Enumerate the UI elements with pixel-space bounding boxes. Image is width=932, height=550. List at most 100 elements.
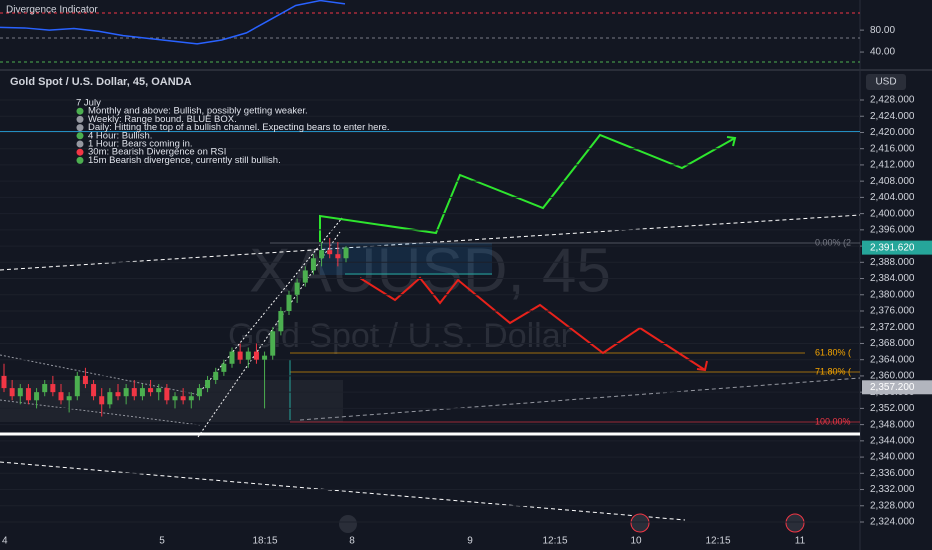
note-text: Monthly and above: Bullish, possibly get… [88,106,308,117]
indicator-title: Divergence Indicator [6,5,98,16]
y-tick-label: 2,352.000 [870,403,915,414]
currency[interactable]: USD [875,77,896,88]
candle-body [327,250,333,255]
y-tick-label: 2,420.000 [870,127,915,138]
y-tick-label: 2,400.000 [870,208,915,219]
note-icon [76,124,84,132]
y-tick-label: 2,328.000 [870,500,915,511]
note-text: 15m Bearish divergence, currently still … [88,155,281,166]
candle-body [74,375,80,397]
y-tick-label: 2,428.000 [870,95,915,106]
y-tick-label: 2,376.000 [870,306,915,317]
price-label-box [862,240,932,255]
candle-body [1,375,7,389]
channel-line [197,231,341,438]
note-text: 7 July [76,98,101,109]
candle-body [253,351,259,360]
y-tick-label: 2,404.000 [870,192,915,203]
candle-body [237,351,243,360]
event-icon[interactable] [785,513,805,533]
y-tick-label: 2,340.000 [870,452,915,463]
candle-body [213,371,219,380]
candle-body [343,247,349,259]
x-tick-label: 12:15 [542,536,567,547]
y-tick-label: 2,336.000 [870,468,915,479]
y-tick-label: 2,348.000 [870,419,915,430]
note-text: 4 Hour: Bullish. [88,130,152,141]
candle-body [278,311,284,332]
candle-body [123,388,129,397]
range-box [320,243,492,275]
y-tick-label: 2,380.000 [870,289,915,300]
candle-body [164,388,170,401]
candle-body [294,282,300,295]
bull-projection [319,133,736,242]
range-box [0,380,343,422]
rsi-tick-label: 80.00 [870,25,895,36]
candle-body [196,388,202,397]
candle-body [188,396,194,401]
note-icon [76,107,84,115]
candle-body [156,388,162,393]
note-text: Daily: Hitting the top of a bullish chan… [88,122,390,133]
arrow-head [726,136,737,147]
flash-icon[interactable] [339,515,357,533]
y-tick-label: 2,344.000 [870,435,915,446]
x-tick-label: 10 [630,536,642,547]
arrow-head [696,360,708,372]
candle-body [91,384,97,397]
y-tick-label: 2,324.000 [870,517,915,528]
y-tick-label: 2,368.000 [870,338,915,349]
y-tick-label: 2,424.000 [870,111,915,122]
note-text: 1 Hour: Bears coming in. [88,139,193,150]
candle-body [221,363,227,372]
note-icon [76,140,84,148]
candle-body [335,254,341,259]
candle-body [58,392,64,401]
candle-body [25,388,31,401]
y-tick-label: 2,416.000 [870,143,915,154]
chart-title: Gold Spot / U.S. Dollar, 45, OANDA [10,76,192,88]
y-tick-label: 2,388.000 [870,257,915,268]
candle-body [131,388,137,397]
rsi-tick-label: 40.00 [870,47,895,58]
x-tick-label: 8 [349,536,355,547]
candle-body [229,351,235,364]
x-tick-label: 11 [795,536,806,547]
note-text: Weekly: Range bound. BLUE BOX. [88,114,237,125]
x-tick-label: 12:15 [705,536,730,547]
trend-line [0,461,686,521]
note-icon [76,115,84,123]
candle-body [50,384,56,393]
watermark-ticker: XAUUSD, 45 [249,236,611,305]
y-tick-label: 2,384.000 [870,273,915,284]
x-tick-label: 5 [159,536,165,547]
candle-body [286,294,292,311]
candle-body [302,270,308,283]
x-tick-label: 18:15 [252,536,277,547]
candle-body [34,392,40,401]
price-label: 2,357.200 [870,382,915,393]
price-label-box [862,380,932,395]
currency-box[interactable] [866,74,906,90]
candle-body [82,375,88,385]
candle-body [115,392,121,397]
event-icon[interactable] [630,513,650,533]
candle-body [245,351,251,360]
note-icon [76,148,84,156]
candle-body [66,396,72,401]
fib-label: 0.00% (2 [815,237,851,247]
y-tick-label: 2,364.000 [870,354,915,365]
candle-body [139,388,145,397]
fib-label: 61.80% ( [815,347,851,357]
candle-body [172,396,178,401]
y-tick-label: 2,372.000 [870,322,915,333]
channel-line [0,399,201,426]
note-icon [76,156,84,164]
candle-body [9,388,15,397]
bear-projection [359,276,706,371]
rsi-line [0,0,346,45]
